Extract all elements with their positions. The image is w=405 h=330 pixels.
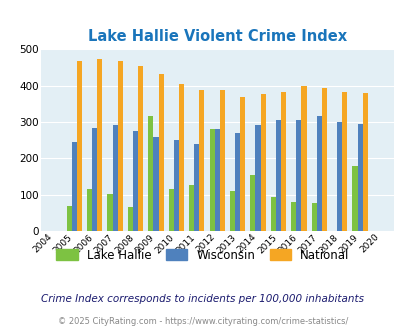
Bar xyxy=(199,90,204,231)
Bar xyxy=(321,87,326,231)
Bar xyxy=(179,84,183,231)
Bar xyxy=(250,175,255,231)
Bar xyxy=(214,129,219,231)
Bar xyxy=(270,196,275,231)
Bar xyxy=(97,59,102,231)
Legend: Lake Hallie, Wisconsin, National: Lake Hallie, Wisconsin, National xyxy=(51,244,354,266)
Bar xyxy=(255,125,260,231)
Bar xyxy=(92,127,97,231)
Bar xyxy=(133,131,138,231)
Bar xyxy=(301,86,306,231)
Bar xyxy=(316,115,321,231)
Bar xyxy=(112,125,117,231)
Bar xyxy=(290,202,296,231)
Bar xyxy=(296,120,301,231)
Bar xyxy=(189,185,194,231)
Bar xyxy=(260,94,265,231)
Bar xyxy=(72,142,77,231)
Bar xyxy=(352,166,357,231)
Title: Lake Hallie Violent Crime Index: Lake Hallie Violent Crime Index xyxy=(87,29,346,44)
Bar xyxy=(168,189,173,231)
Bar xyxy=(240,97,245,231)
Bar xyxy=(66,206,72,231)
Text: © 2025 CityRating.com - https://www.cityrating.com/crime-statistics/: © 2025 CityRating.com - https://www.city… xyxy=(58,317,347,326)
Bar xyxy=(173,140,179,231)
Bar xyxy=(128,207,133,231)
Bar xyxy=(194,144,199,231)
Bar xyxy=(117,61,122,231)
Bar xyxy=(209,129,214,231)
Bar xyxy=(229,191,234,231)
Bar xyxy=(341,92,347,231)
Bar xyxy=(153,137,158,231)
Bar xyxy=(219,90,224,231)
Bar xyxy=(87,189,92,231)
Bar xyxy=(77,61,82,231)
Bar xyxy=(138,66,143,231)
Bar xyxy=(148,116,153,231)
Bar xyxy=(107,194,112,231)
Bar xyxy=(280,92,286,231)
Bar xyxy=(234,133,240,231)
Text: Crime Index corresponds to incidents per 100,000 inhabitants: Crime Index corresponds to incidents per… xyxy=(41,294,364,304)
Bar xyxy=(311,203,316,231)
Bar xyxy=(336,122,341,231)
Bar xyxy=(158,74,163,231)
Bar xyxy=(362,93,367,231)
Bar xyxy=(275,120,280,231)
Bar xyxy=(357,124,362,231)
